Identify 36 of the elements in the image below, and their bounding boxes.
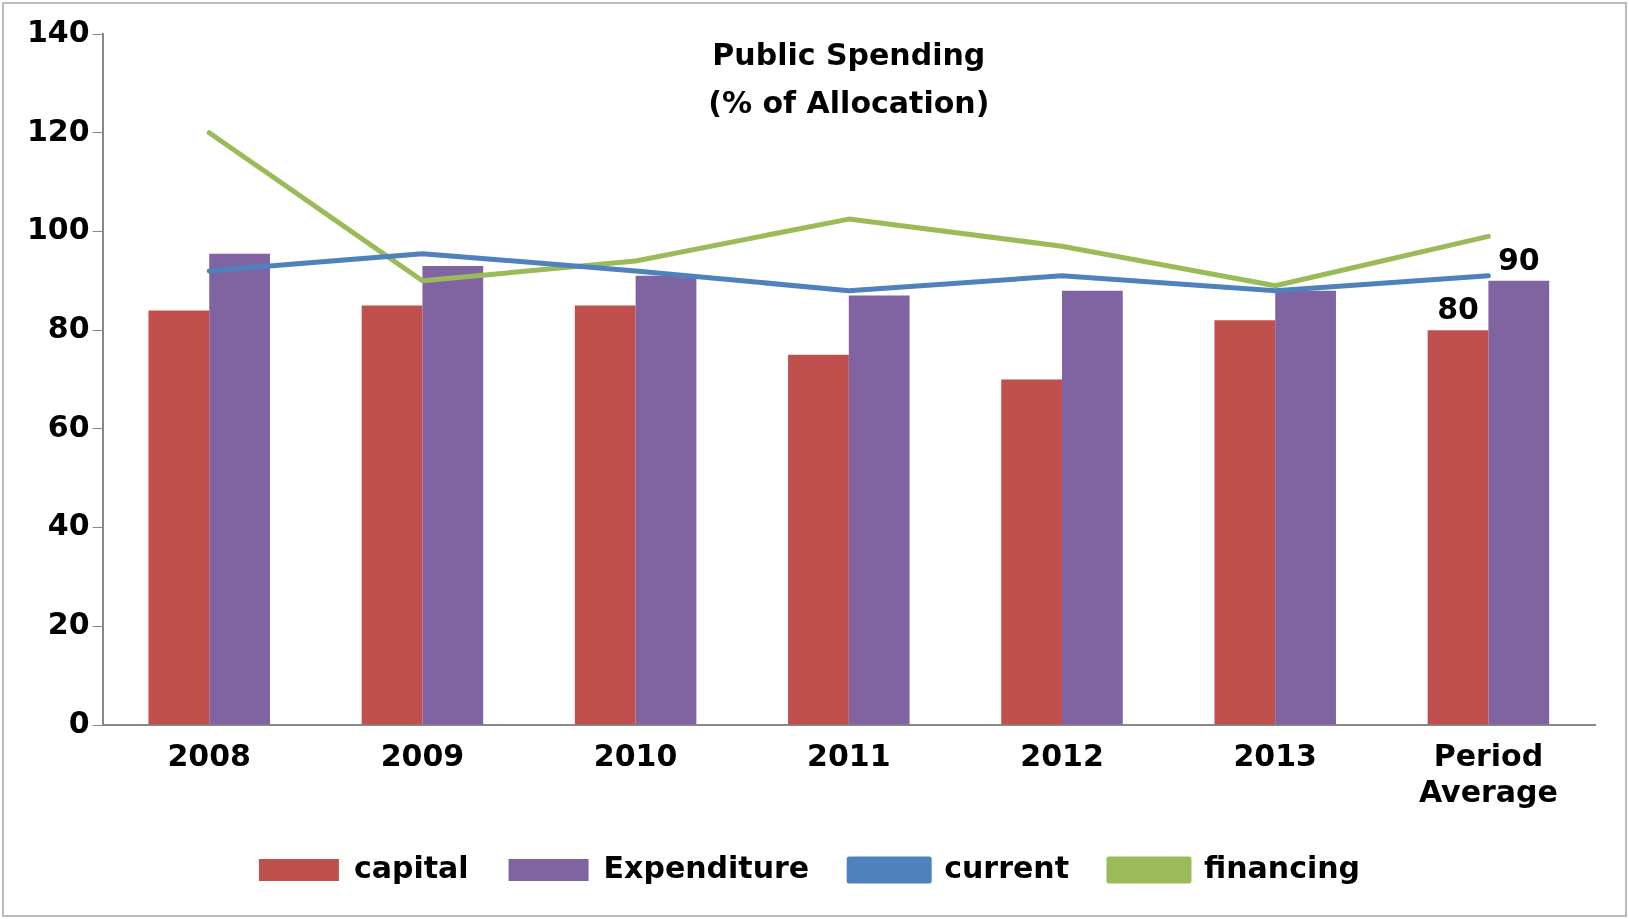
bar xyxy=(848,295,910,725)
x-tick-label: 2013 xyxy=(1233,737,1317,773)
data-label: 80 xyxy=(1437,290,1479,326)
legend-label: current xyxy=(944,849,1069,885)
bar xyxy=(361,305,423,725)
y-tick-label: 20 xyxy=(47,606,90,642)
y-tick-label: 0 xyxy=(68,704,90,740)
bar xyxy=(1275,290,1336,725)
bar xyxy=(148,310,210,725)
x-tick-label: 2012 xyxy=(1020,737,1104,773)
bar xyxy=(1001,379,1063,725)
y-tick-label: 100 xyxy=(27,211,90,247)
x-tick-label: 2011 xyxy=(807,737,891,773)
y-tick-label: 40 xyxy=(47,507,90,543)
text: Public Spending (% of Allocation) xyxy=(708,36,990,120)
bar xyxy=(788,354,849,725)
x-tick-label: Period Average xyxy=(1418,737,1558,809)
x-tick-label: 2009 xyxy=(380,737,465,773)
bar xyxy=(1062,290,1123,725)
x-tick-label: 2008 xyxy=(167,737,251,773)
y-tick-label: 60 xyxy=(47,408,90,444)
y-tick-label: 80 xyxy=(47,309,90,345)
data-label: 90 xyxy=(1497,241,1540,277)
y-tick-label: 120 xyxy=(27,112,90,148)
legend-label: financing xyxy=(1203,849,1361,885)
x-tick-label: 2010 xyxy=(593,737,678,773)
legend-label: Expenditure xyxy=(603,849,810,885)
bar xyxy=(209,253,270,725)
bar xyxy=(422,265,484,725)
bar xyxy=(1427,330,1489,725)
bar xyxy=(635,275,697,725)
bar xyxy=(574,305,636,725)
bar xyxy=(1214,320,1276,725)
y-tick-label: 140 xyxy=(27,13,90,49)
bar xyxy=(1488,280,1550,725)
legend-label: capital xyxy=(353,849,469,885)
